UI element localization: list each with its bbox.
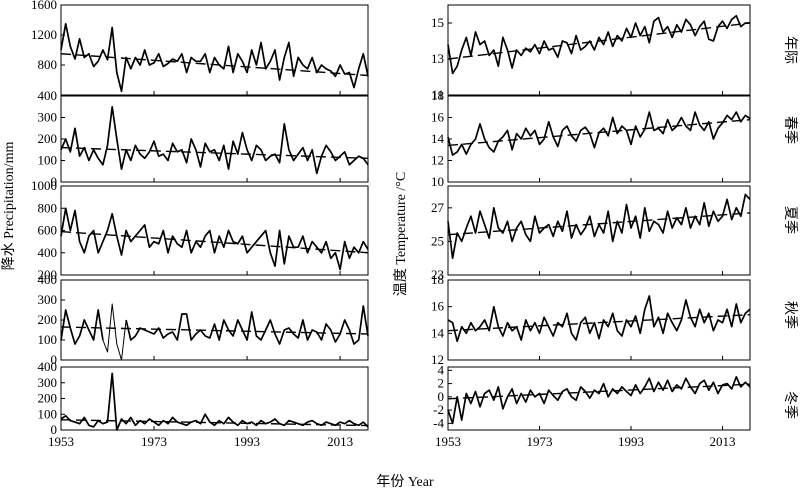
- y-tick-label: 100: [38, 406, 58, 421]
- y-tick-label: 13: [431, 51, 444, 66]
- season-label-annual: 年际: [782, 36, 798, 64]
- panel-frame: [447, 4, 751, 96]
- y-tick-label: 0: [51, 422, 58, 437]
- y-tick-label: 600: [38, 223, 58, 238]
- y-tick-label: 800: [38, 57, 58, 72]
- trend-line: [447, 118, 751, 147]
- y-tick-label: 14: [431, 131, 445, 146]
- y-tick-label: 12: [431, 352, 444, 367]
- trend-line: [60, 419, 369, 427]
- y-tick-label: 25: [431, 233, 444, 248]
- y-tick-label: 14: [431, 325, 445, 340]
- y-tick-label: 300: [38, 110, 58, 125]
- trend-line: [60, 326, 369, 335]
- left-y-axis-title: 降水 Precipitation/mm: [1, 142, 17, 271]
- y-tick-label: 0: [51, 352, 58, 367]
- panel-precip-annual: 800 1200 1600: [31, 0, 369, 96]
- y-tick-label: -4: [433, 415, 444, 430]
- x-axis-title: 年份 Year: [376, 474, 434, 490]
- season-label-spring: 春季: [782, 116, 798, 144]
- season-label-autumn: 秋季: [782, 301, 798, 329]
- y-tick-label: 400: [38, 272, 58, 287]
- panel-precip-spring: 0 100 200 300 400: [38, 88, 369, 189]
- y-tick-label: 1000: [31, 178, 57, 193]
- y-tick-label: 100: [38, 332, 58, 347]
- trend-line: [447, 22, 751, 60]
- chart-panels: 8001200160001002003004002004006008001000…: [31, 0, 751, 449]
- y-tick-label: 16: [431, 299, 445, 314]
- y-tick-label: 200: [38, 131, 58, 146]
- series-line: [125, 305, 369, 345]
- series-line: [447, 14, 750, 75]
- series-line: [447, 111, 751, 156]
- panel-frame: [60, 95, 369, 183]
- y-tick-label: 400: [38, 359, 58, 374]
- y-tick-label: 300: [38, 375, 58, 390]
- panel-precip-summer: 200 400 600 800 1000: [31, 178, 369, 282]
- y-tick-label: 0: [51, 174, 58, 189]
- y-tick-label: 1200: [31, 27, 57, 42]
- y-tick-label: 23: [431, 267, 444, 282]
- y-tick-label: 300: [38, 292, 58, 307]
- y-tick-label: 27: [431, 200, 445, 215]
- x-tick-label: 1953: [435, 434, 461, 449]
- panel-frame: [60, 279, 369, 361]
- panel-precip-autumn: 0 100 200 300 400: [38, 272, 369, 367]
- x-tick-label: 1973: [527, 434, 553, 449]
- x-tick-label: 1953: [48, 434, 74, 449]
- trend-line: [447, 313, 751, 332]
- right-y-axis-title: 温度 Temperature /°C: [393, 172, 409, 296]
- y-tick-label: 4: [438, 362, 445, 377]
- series-line: [60, 372, 369, 431]
- y-tick-label: 100: [38, 153, 58, 168]
- trend-line: [60, 230, 369, 254]
- x-tick-label: 1993: [234, 434, 260, 449]
- trend-line: [60, 53, 369, 77]
- panel-temp-summer: 23 25 27: [431, 185, 751, 282]
- series-line: [447, 193, 751, 260]
- panel-frame: [60, 4, 369, 96]
- y-tick-label: 18: [431, 88, 444, 103]
- y-tick-label: 200: [38, 267, 58, 282]
- y-tick-label: 2: [438, 376, 445, 391]
- x-tick-label: 2013: [710, 434, 736, 449]
- y-tick-label: 200: [38, 391, 58, 406]
- trend-line: [447, 383, 751, 400]
- y-tick-label: -2: [433, 402, 444, 417]
- y-tick-label: 12: [431, 153, 444, 168]
- panel-frame: [447, 185, 751, 276]
- y-tick-label: 11: [431, 87, 444, 102]
- series-line: [447, 295, 751, 343]
- season-label-summer: 夏季: [782, 206, 798, 234]
- y-tick-label: 16: [431, 110, 445, 125]
- y-tick-label: 400: [38, 245, 58, 260]
- panel-frame: [447, 95, 751, 183]
- y-tick-label: 18: [431, 272, 444, 287]
- series-line: [447, 376, 751, 425]
- panel-temp-autumn: 12 14 16 18: [431, 272, 751, 367]
- y-tick-label: 15: [431, 15, 444, 30]
- series-line: [60, 207, 369, 271]
- y-tick-label: 10: [431, 174, 444, 189]
- y-tick-label: 800: [38, 200, 58, 215]
- y-tick-label: 200: [38, 312, 58, 327]
- trend-line: [447, 212, 751, 236]
- y-tick-label: 400: [38, 88, 58, 103]
- panel-temp-annual: 11 13 15: [431, 4, 751, 102]
- series-line: [60, 105, 369, 175]
- trend-line: [60, 146, 369, 160]
- x-tick-label: 1993: [618, 434, 644, 449]
- y-tick-label: 1600: [31, 0, 57, 12]
- season-label-winter: 冬季: [782, 391, 798, 419]
- x-tick-label: 2013: [327, 434, 353, 449]
- y-tick-label: 0: [438, 389, 445, 404]
- x-tick-label: 1973: [141, 434, 167, 449]
- panel-temp-spring: 10 12 14 16 18: [431, 88, 751, 189]
- series-line-thin: [102, 303, 127, 361]
